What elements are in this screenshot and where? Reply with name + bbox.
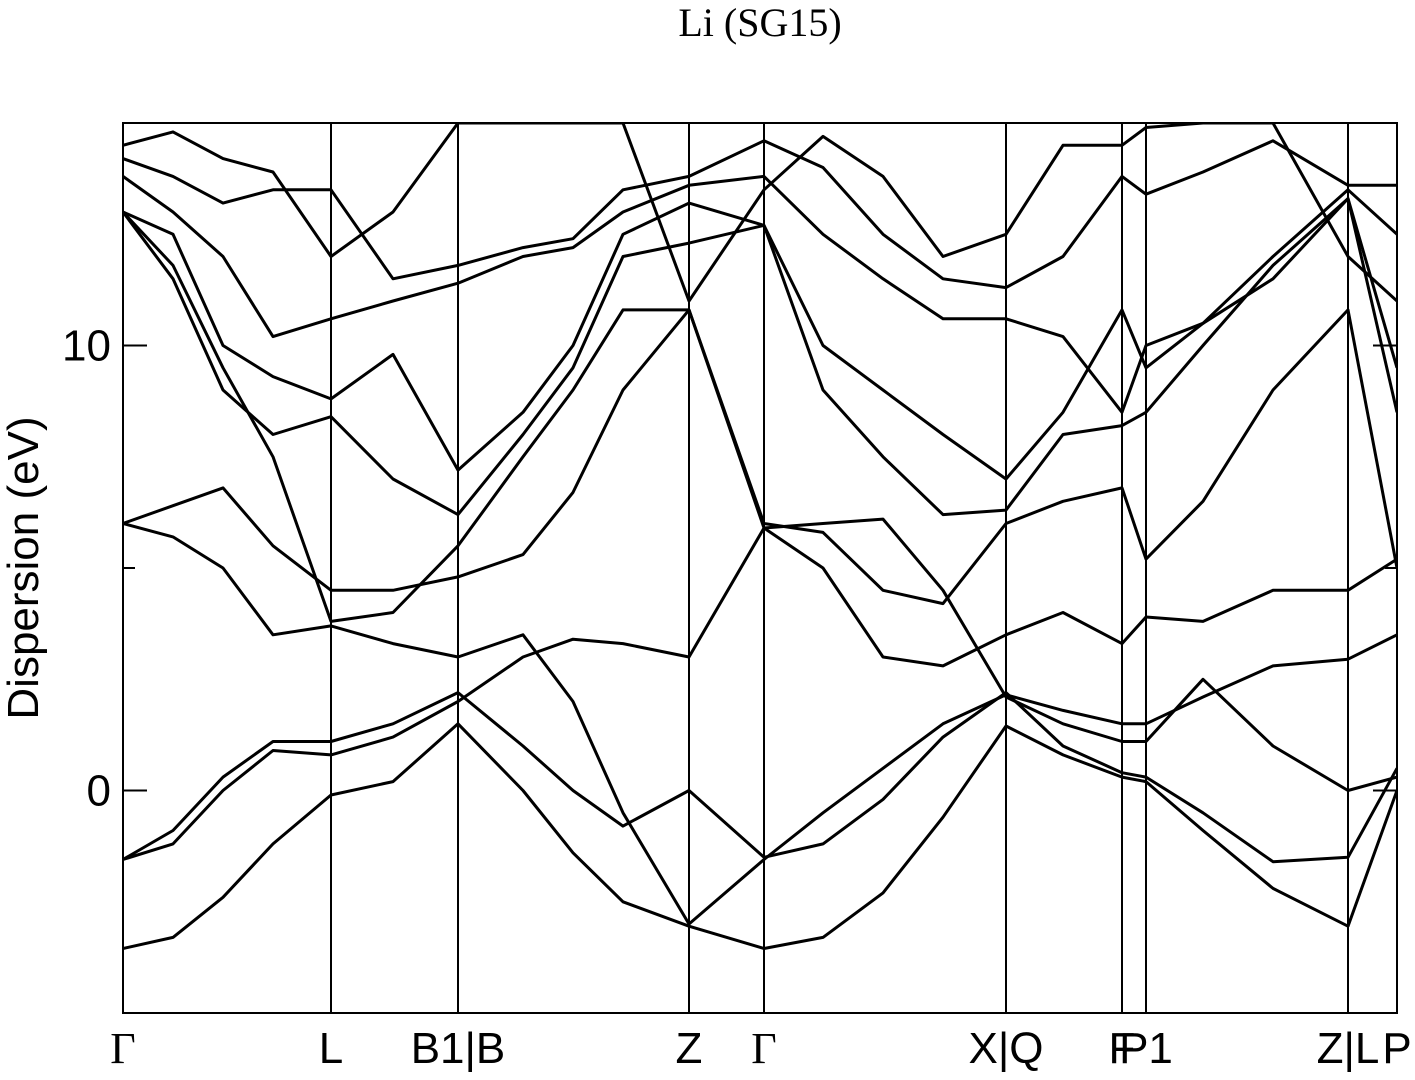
band-line [123,197,1397,481]
plot-frame [122,122,1398,1014]
band-line [123,308,1397,668]
x-tick-label: P1 [1119,1024,1173,1073]
band-line [123,197,1397,517]
band-line [123,522,1397,926]
y-tick-label: 0 [87,767,111,816]
band-line [123,123,1397,303]
x-tick-label: P [1382,1024,1411,1073]
y-axis-label: Dispersion (eV) [0,416,48,719]
x-tick-label: X|Q [968,1024,1043,1073]
x-tick-label: Z|L [1317,1024,1380,1073]
x-tick-label: Γ [751,1024,776,1073]
x-tick-label: Z [676,1024,703,1073]
x-tick-label: F [1109,1024,1136,1073]
x-tick-label: B1|B [411,1024,506,1073]
band-line [123,174,1397,414]
bands [123,123,1397,950]
band-line [123,210,1397,623]
band-line [123,691,1397,864]
band-line [123,722,1397,950]
y-tick-label: 10 [62,322,111,371]
x-tick-label: Γ [110,1024,135,1073]
band-line [123,139,1397,290]
x-tick-label: L [319,1024,343,1073]
chart-title: Li (SG15) [678,0,841,45]
